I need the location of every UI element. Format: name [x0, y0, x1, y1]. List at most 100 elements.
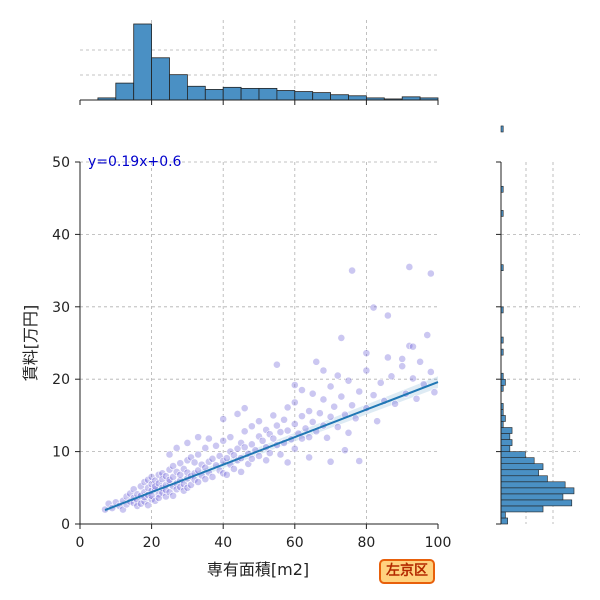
data-point — [312, 357, 321, 366]
data-point — [272, 360, 281, 369]
right-hist-bar — [500, 433, 511, 440]
right-hist-bar — [500, 445, 511, 452]
data-point — [183, 439, 192, 447]
data-point — [233, 410, 242, 418]
data-point — [305, 433, 314, 442]
data-point — [298, 386, 306, 394]
data-point — [230, 465, 238, 473]
top-hist-bar — [222, 86, 242, 101]
data-point — [430, 388, 439, 397]
data-point — [330, 402, 339, 411]
y-tick-label: 40 — [52, 227, 70, 243]
data-point — [326, 382, 335, 391]
data-point — [412, 394, 421, 403]
data-point — [283, 426, 292, 435]
data-point — [348, 266, 356, 275]
top-hist-bar — [151, 57, 170, 101]
data-point — [369, 391, 378, 400]
top-hist-bar — [258, 87, 278, 101]
data-point — [305, 453, 314, 462]
data-point — [194, 478, 203, 486]
data-point — [373, 417, 382, 426]
top-hist-bar — [204, 89, 224, 101]
data-point — [387, 372, 396, 381]
data-point — [319, 395, 328, 404]
data-point — [219, 436, 228, 445]
top-hist-bar — [330, 94, 349, 101]
data-point — [276, 450, 285, 459]
data-point — [237, 467, 245, 476]
data-point — [351, 414, 360, 423]
data-point — [194, 450, 203, 459]
top-hist-bar — [169, 74, 188, 101]
data-point — [176, 459, 185, 468]
data-point — [290, 398, 299, 407]
data-point — [398, 362, 407, 371]
right-hist-bar — [500, 487, 575, 495]
regression-line — [104, 381, 439, 511]
data-point — [255, 417, 263, 426]
data-point — [208, 473, 217, 481]
data-point — [298, 412, 306, 421]
x-axis-title: 専有面積[m2] — [207, 560, 309, 579]
data-point — [276, 428, 285, 436]
data-point — [308, 418, 317, 426]
data-point — [172, 444, 181, 452]
top-hist-bar — [348, 95, 367, 101]
data-point — [416, 357, 424, 366]
data-point — [201, 475, 210, 484]
data-point — [247, 454, 256, 463]
top-hist-bar — [240, 87, 260, 101]
data-point — [326, 457, 335, 466]
data-point — [204, 434, 213, 443]
x-tick-label: 80 — [357, 535, 375, 551]
data-point — [405, 263, 414, 271]
data-point — [426, 269, 435, 278]
top-hist-bar — [294, 91, 314, 101]
data-point — [315, 409, 324, 418]
y-tick-label: 10 — [52, 445, 70, 461]
data-point — [409, 342, 417, 351]
right-hist-bar — [500, 451, 526, 458]
main-scatter-plot: 0 20 40 60 80 100 0 10 20 30 40 50 — [52, 155, 451, 551]
data-point — [355, 387, 364, 396]
data-point — [194, 433, 203, 442]
data-point — [423, 331, 432, 339]
data-point — [409, 374, 417, 383]
data-point — [247, 440, 256, 449]
data-point — [269, 411, 278, 420]
data-point — [290, 420, 299, 428]
top-histogram — [79, 20, 439, 105]
data-point — [255, 452, 263, 460]
x-tick-label: 20 — [143, 535, 161, 551]
y-axis-title: 賃料[万円] — [21, 305, 40, 382]
data-point — [348, 401, 356, 410]
y-tick-label: 50 — [52, 155, 70, 171]
data-point — [369, 303, 378, 312]
data-point — [222, 454, 231, 463]
data-point — [190, 458, 199, 467]
data-point — [362, 349, 371, 358]
data-point — [344, 376, 353, 385]
data-point — [212, 441, 220, 450]
region-badge: 左京区 — [379, 559, 435, 584]
data-point — [319, 366, 328, 375]
data-point — [208, 454, 217, 463]
data-point — [391, 399, 399, 408]
data-point — [176, 470, 185, 479]
data-point — [301, 424, 310, 433]
data-point — [283, 403, 292, 412]
right-hist-bar — [500, 517, 508, 525]
right-hist-bar — [500, 475, 548, 483]
data-point — [341, 446, 349, 455]
data-point — [280, 415, 288, 424]
x-tick-label: 100 — [425, 535, 452, 551]
right-hist-bar — [500, 469, 539, 477]
top-hist-bar — [186, 85, 206, 101]
data-point — [344, 428, 353, 437]
data-point — [219, 415, 228, 423]
data-point — [326, 412, 335, 421]
top-hist-bar — [133, 23, 152, 101]
data-point — [169, 491, 177, 500]
